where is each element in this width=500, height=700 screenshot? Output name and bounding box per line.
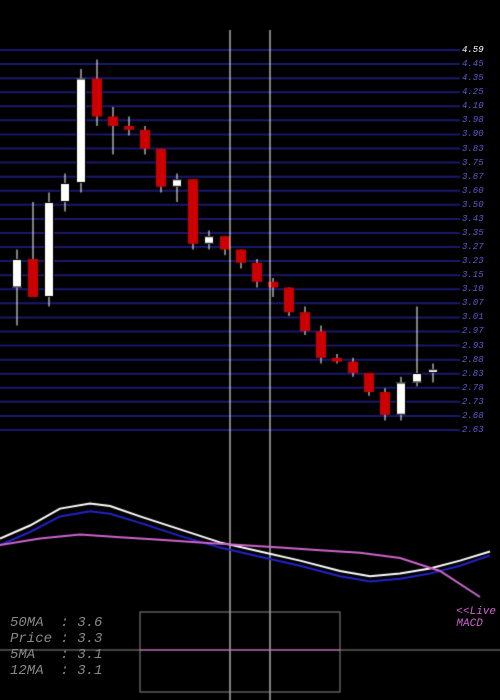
macd-label: <<LiveMACD [456,606,496,630]
price-tick-label: 3.98 [462,115,484,125]
stat-row: 50MA : 3.6 [10,615,102,631]
candlestick-chart[interactable] [0,0,500,700]
price-tick-label: 3.43 [462,214,484,224]
price-tick-label: 3.01 [462,312,484,322]
price-tick-label: 2.68 [462,411,484,421]
stats-panel: 50MA : 3.6Price : 3.35MA : 3.112MA : 3.1 [10,615,102,679]
price-tick-label: 3.27 [462,242,484,252]
price-tick-label: 4.10 [462,101,484,111]
price-tick-label: 3.23 [462,256,484,266]
stat-row: Price : 3.3 [10,631,102,647]
stat-row: 5MA : 3.1 [10,647,102,663]
price-tick-label: 4.25 [462,87,484,97]
price-tick-label: 2.78 [462,383,484,393]
price-tick-label: 3.83 [462,144,484,154]
price-tick-label: 2.83 [462,369,484,379]
price-tick-label: 4.45 [462,59,484,69]
price-tick-label: 3.60 [462,186,484,196]
price-tick-label: 4.35 [462,73,484,83]
price-tick-label: 3.10 [462,284,484,294]
price-tick-label: 2.93 [462,341,484,351]
price-tick-label: 3.35 [462,228,484,238]
price-tick-label: 3.50 [462,200,484,210]
price-tick-label: 3.75 [462,158,484,168]
chart-container: BSE 508922 munafa.pro <<LiveMACD 50MA : … [0,0,500,700]
price-tick-label: 4.59 [462,45,484,55]
price-tick-label: 3.67 [462,172,484,182]
price-tick-label: 3.90 [462,129,484,139]
price-tick-label: 3.07 [462,298,484,308]
price-tick-label: 2.97 [462,326,484,336]
price-tick-label: 2.73 [462,397,484,407]
stat-row: 12MA : 3.1 [10,663,102,679]
price-tick-label: 2.88 [462,355,484,365]
price-tick-label: 3.15 [462,270,484,280]
price-tick-label: 2.63 [462,425,484,435]
